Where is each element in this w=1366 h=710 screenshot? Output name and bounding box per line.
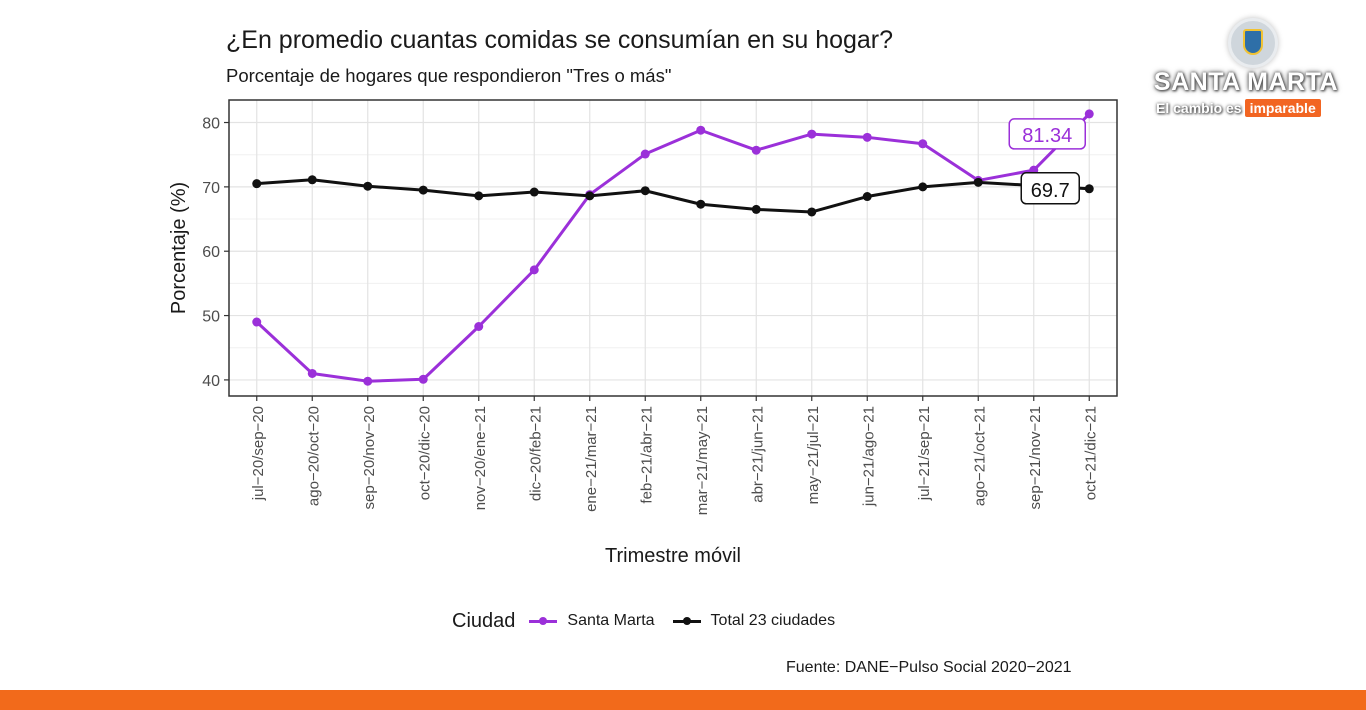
y-axis-title: Porcentaje (%) xyxy=(168,182,190,314)
data-point xyxy=(973,177,983,187)
x-tick-label: jul−20/sep−20 xyxy=(250,406,267,501)
legend-item-total: Total 23 ciudades xyxy=(672,612,836,630)
x-tick-label: abr−21/jun−21 xyxy=(749,406,766,503)
data-point xyxy=(474,322,484,332)
data-point xyxy=(696,125,706,135)
legend-key-santa-marta-icon xyxy=(529,614,558,628)
data-point xyxy=(529,265,539,275)
data-point xyxy=(307,175,317,185)
y-tick-label: 80 xyxy=(202,116,220,133)
data-point xyxy=(1084,109,1094,119)
logo-tagline: El cambio es imparable xyxy=(1156,99,1321,117)
data-point xyxy=(751,145,761,155)
data-point xyxy=(418,374,428,384)
legend-key-total-icon xyxy=(672,614,701,628)
y-tick-label: 60 xyxy=(202,244,220,261)
data-point xyxy=(1084,184,1094,194)
city-shield-icon xyxy=(1228,18,1278,68)
logo-tagline-highlight: imparable xyxy=(1244,99,1321,117)
data-point xyxy=(807,207,817,217)
data-point xyxy=(418,185,428,195)
data-point xyxy=(751,204,761,214)
legend-title: Ciudad xyxy=(452,609,516,632)
end-label-box xyxy=(1020,172,1080,205)
x-tick-label: oct−21/dic−21 xyxy=(1082,406,1099,500)
x-tick-label: sep−21/nov−21 xyxy=(1027,406,1044,509)
legend-item-santa-marta: Santa Marta xyxy=(529,612,655,630)
data-point xyxy=(252,179,262,189)
legend: Ciudad Santa Marta Total 23 ciudades xyxy=(452,608,853,634)
y-tick-label: 50 xyxy=(202,309,220,326)
data-point xyxy=(252,317,262,327)
end-label-box xyxy=(1008,118,1086,150)
source-note: Fuente: DANE−Pulso Social 2020−2021 xyxy=(786,659,1072,676)
x-tick-label: oct−20/dic−20 xyxy=(416,406,433,500)
x-tick-label: dic−20/feb−21 xyxy=(527,406,544,501)
x-tick-label: feb−21/abr−21 xyxy=(638,406,655,504)
santa-marta-logo: SANTA MARTA El cambio es imparable xyxy=(1148,18,1344,126)
legend-label-santa-marta: Santa Marta xyxy=(567,612,655,629)
chart-title: ¿En promedio cuantas comidas se consumía… xyxy=(226,26,894,54)
x-axis-title: Trimestre móvil xyxy=(605,545,741,567)
series-line xyxy=(256,178,1090,214)
x-tick-label: jul−21/sep−21 xyxy=(916,406,933,501)
data-point xyxy=(862,192,872,202)
data-point xyxy=(640,149,650,159)
x-tick-label: sep−20/nov−20 xyxy=(361,406,378,509)
end-label-santa-marta: 81.34 xyxy=(1022,125,1072,147)
y-tick-label: 40 xyxy=(202,373,220,390)
data-point xyxy=(807,129,817,139)
data-point xyxy=(862,132,872,142)
x-tick-label: may−21/jul−21 xyxy=(805,406,822,504)
data-point xyxy=(585,191,595,201)
x-tick-label: nov−20/ene−21 xyxy=(472,406,489,510)
line-chart: 40 50 60 70 80 jul−20/sep−20 ago−20/oct−20 sep−… xyxy=(168,99,1118,567)
data-point xyxy=(529,187,539,197)
data-point xyxy=(918,182,928,192)
x-tick-label: ago−21/oct−21 xyxy=(971,406,988,506)
plot-border xyxy=(228,99,1118,397)
x-tick-label: ene−21/mar−21 xyxy=(583,406,600,512)
logo-tagline-prefix: El cambio es xyxy=(1156,100,1242,116)
data-point xyxy=(363,181,373,191)
x-tick-label: mar−21/may−21 xyxy=(694,406,711,515)
data-point xyxy=(474,191,484,201)
x-tick-label: ago−20/oct−20 xyxy=(305,406,322,506)
end-label-total: 69.7 xyxy=(1031,180,1070,202)
data-point xyxy=(696,199,706,209)
chart-subtitle: Porcentaje de hogares que respondieron "… xyxy=(226,65,672,86)
legend-label-total: Total 23 ciudades xyxy=(710,612,836,629)
data-point xyxy=(363,376,373,386)
series-line xyxy=(255,112,1091,383)
data-point xyxy=(918,139,928,149)
data-point xyxy=(307,368,317,378)
bottom-accent-bar xyxy=(0,690,1366,710)
logo-title: SANTA MARTA xyxy=(1153,68,1339,96)
data-point xyxy=(640,186,650,196)
y-tick-label: 70 xyxy=(202,180,220,197)
x-tick-label: jun−21/ago−21 xyxy=(860,406,877,507)
